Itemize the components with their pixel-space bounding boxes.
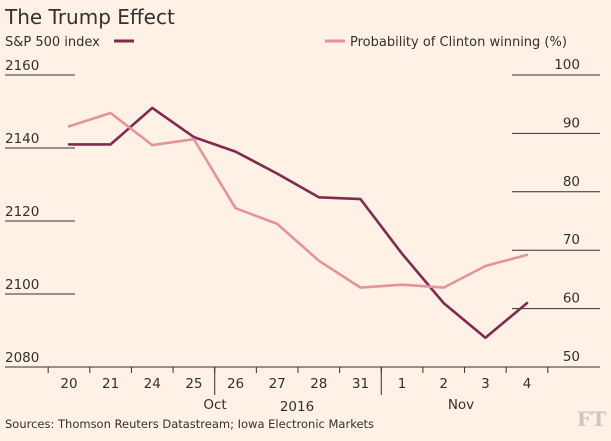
x-group-label-nov: Nov [448,397,474,413]
right-tick-label: 60 [563,291,580,307]
left-tick-label: 2140 [5,131,39,147]
x-tick-label: 28 [310,376,327,392]
x-tick-label: 25 [185,376,202,392]
x-axis: 20 21 24 25 26 27 28 31 1 2 3 4 [42,366,549,395]
x-tick-label: 1 [398,376,407,392]
x-group-label-oct: Oct [203,397,226,413]
legend-label-clinton: Probability of Clinton winning (%) [350,35,567,50]
x-tick-label: 31 [352,376,369,392]
right-tick-label: 90 [563,115,580,131]
left-tick-label: 2160 [5,58,39,74]
x-tick-label: 4 [523,376,532,392]
x-tick-label: 3 [481,376,490,392]
right-tick-label: 50 [563,349,580,365]
right-axis: 100 90 80 70 60 50 [554,57,580,365]
right-tick-label: 100 [554,57,580,73]
x-tick-label: 26 [227,376,244,392]
x-tick-label: 27 [269,376,286,392]
left-tick-label: 2120 [5,204,39,220]
series-line-sp500 [67,106,529,340]
x-group-label-year: 2016 [280,399,314,415]
chart-title: The Trump Effect [4,5,175,29]
legend: S&P 500 index Probability of Clinton win… [5,35,567,50]
ft-logo: FT [577,407,606,431]
x-tick-label: 24 [144,376,161,392]
x-tick-label: 20 [60,376,77,392]
right-tick-label: 80 [563,174,580,190]
left-tick-label: 2100 [5,277,39,293]
legend-label-sp500: S&P 500 index [5,35,100,50]
left-axis: 2160 2140 2120 2100 2080 [5,58,39,366]
gridlines [5,74,600,368]
series-line-clinton [67,111,529,289]
x-tick-label: 2 [439,376,448,392]
left-tick-label: 2080 [5,350,39,366]
x-tick-label: 21 [102,376,119,392]
source-note: Sources: Thomson Reuters Datastream; Iow… [5,417,374,431]
right-tick-label: 70 [563,232,580,248]
series-layer [67,106,529,340]
